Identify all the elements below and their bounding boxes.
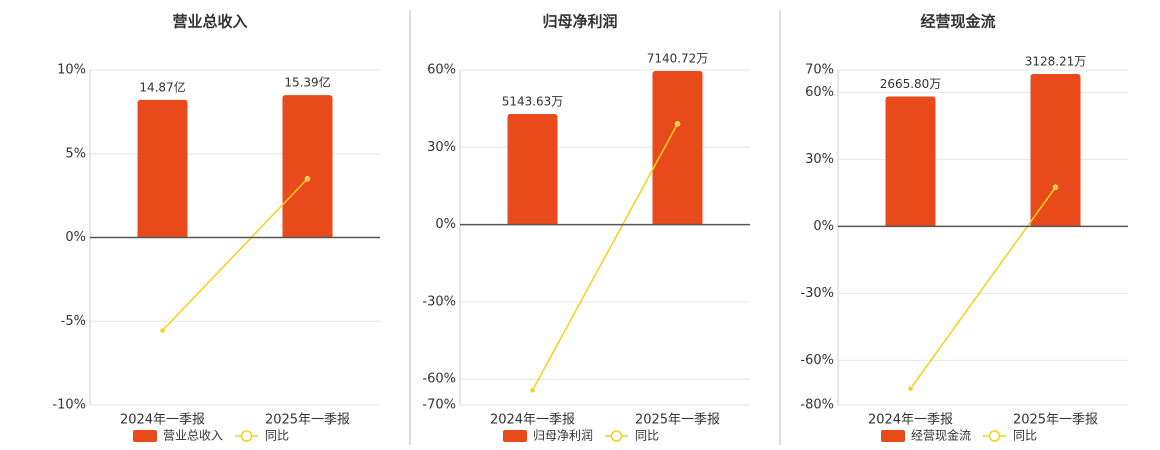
point [907,385,914,392]
y-tick-label: 30% [427,140,456,155]
value-label: 14.87亿 [139,79,185,94]
x-tick-label: 2025年一季报 [265,413,350,428]
value-label: 15.39亿 [284,75,330,90]
y-tick-label: 60% [805,85,834,100]
legend-label: 同比 [265,429,289,443]
x-tick-label: 2024年一季报 [868,413,953,428]
legend-label: 同比 [1013,429,1037,443]
legend-label: 经营现金流 [911,428,971,443]
y-tick-label: 70% [805,63,834,78]
point [304,175,311,182]
legend-swatch [881,430,905,442]
chart-title: 归母净利润 [542,13,617,31]
x-tick-label: 2024年一季报 [120,413,205,428]
x-tick-label: 2024年一季报 [490,413,575,428]
value-label: 7140.72万 [647,51,709,65]
legend-swatch [133,430,157,442]
y-tick-label: 30% [805,152,834,167]
y-tick-label: -10% [52,398,86,413]
y-tick-label: -60% [800,353,834,368]
y-tick-label: 0% [435,217,456,232]
line [531,123,679,391]
y-tick-label: 60% [427,63,456,78]
point [1052,184,1059,190]
y-tick-label: -80% [800,398,834,413]
y-tick-label: -5% [61,314,86,329]
value-label: 3128.21万 [1025,54,1087,68]
line [909,186,1057,390]
legend-swatch [503,430,527,442]
chart-title: 营业总收入 [172,13,247,31]
line [161,178,309,331]
y-tick-label: 0% [813,219,834,234]
bar [885,96,936,227]
bar [282,95,333,238]
y-tick-label: 10% [57,63,86,78]
point [674,121,681,127]
y-tick-label: 0% [65,230,86,245]
legend-label: 同比 [635,429,659,443]
y-tick-label: 5% [65,146,86,161]
y-tick-label: -30% [800,286,834,301]
value-label: 5143.63万 [502,94,564,108]
x-tick-label: 2025年一季报 [635,413,720,428]
legend-label: 归母净利润 [533,429,593,443]
y-tick-label: -30% [422,294,456,309]
bar [1030,73,1081,227]
bar [652,70,703,225]
y-tick-label: -70% [422,398,456,413]
legend-swatch [240,430,253,442]
chart-title: 经营现金流 [920,13,995,31]
value-label: 2665.80万 [880,77,942,91]
x-tick-label: 2025年一季报 [1013,413,1098,428]
y-tick-label: -60% [422,372,456,387]
legend-swatch [988,430,1001,442]
bar [507,113,558,225]
point [529,387,536,394]
legend-swatch [610,430,623,442]
point [159,327,166,334]
legend-label: 营业总收入 [163,429,223,443]
bar [137,99,188,238]
